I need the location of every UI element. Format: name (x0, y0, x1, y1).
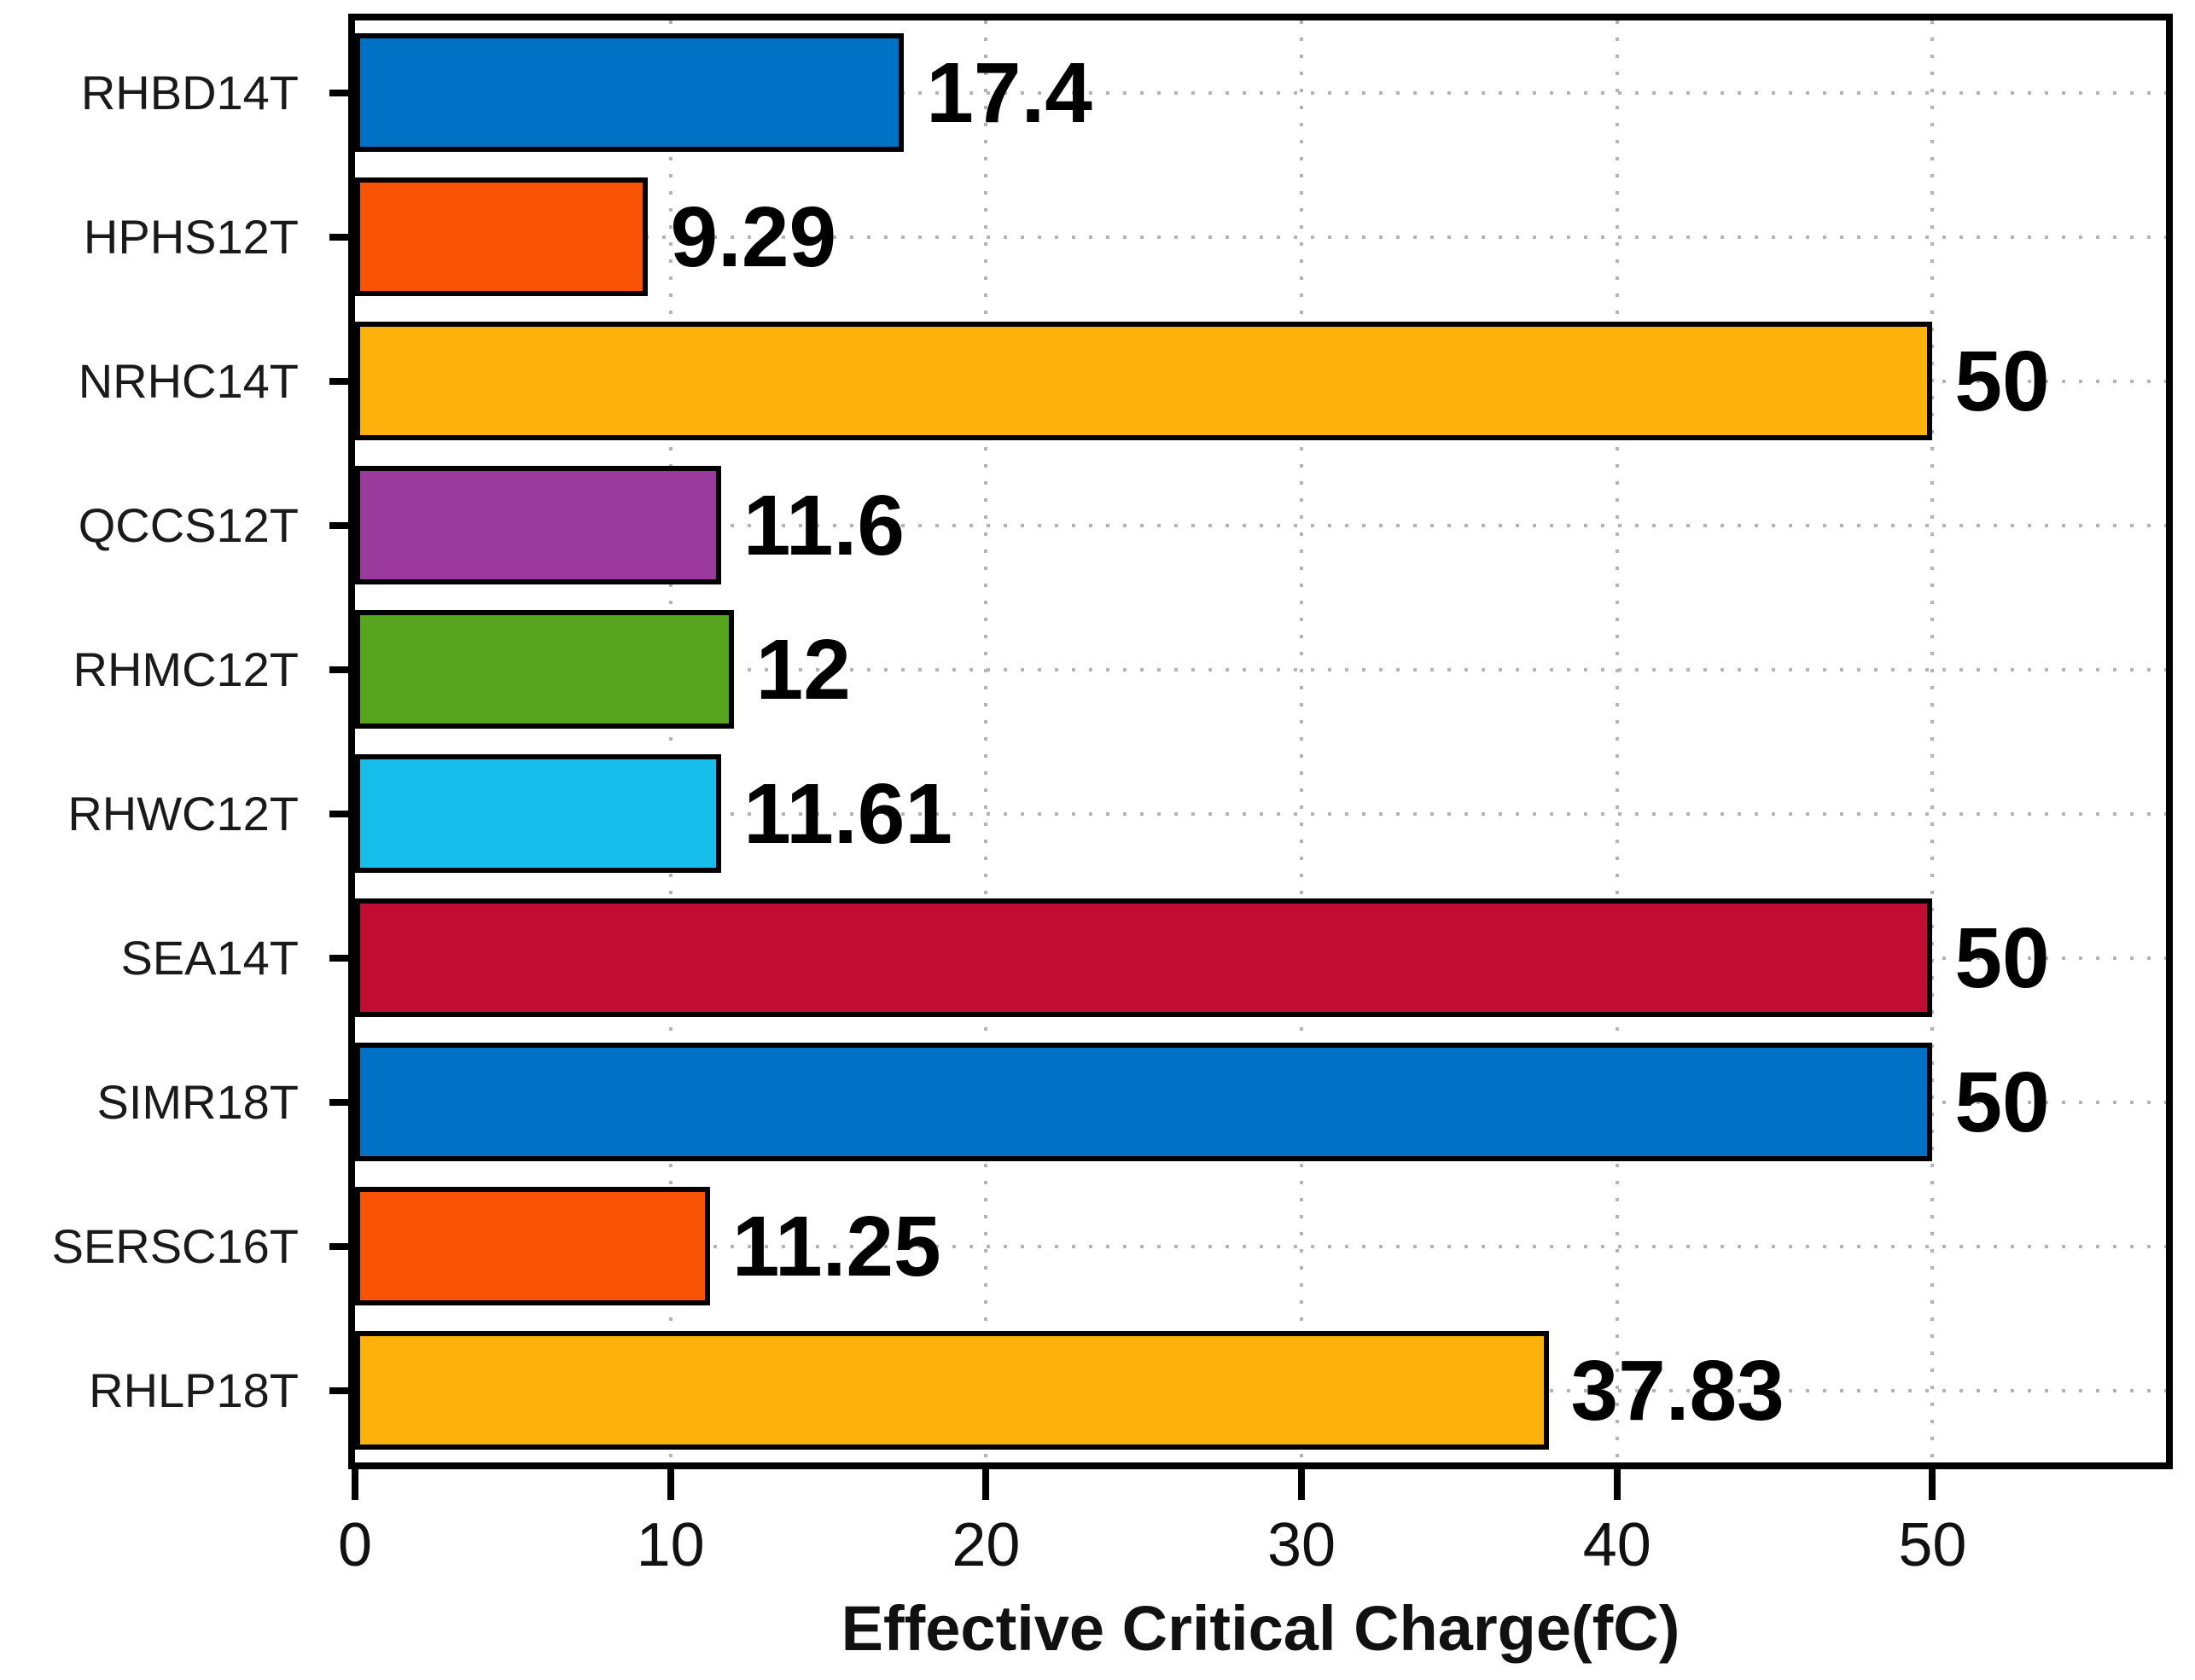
x-tick-mark (667, 1468, 674, 1500)
bar (355, 466, 721, 584)
category-label: RHLP18T (89, 1363, 299, 1417)
x-tick-label: 50 (1898, 1511, 1967, 1579)
y-tick-mark (329, 1386, 355, 1394)
horizontal-gridline (355, 235, 2166, 239)
y-tick-mark (329, 810, 355, 817)
bar-value-label: 50 (1954, 333, 2050, 429)
horizontal-gridline (355, 667, 2166, 671)
bar-value-label: 12 (755, 621, 851, 718)
category-label: HPHS12T (83, 209, 299, 264)
x-tick-mark (1929, 1468, 1936, 1500)
horizontal-gridline (355, 1244, 2166, 1248)
y-tick-mark (329, 1242, 355, 1250)
y-tick-mark (329, 89, 355, 96)
category-label: QCCS12T (78, 497, 299, 552)
bar-value-label: 17.4 (926, 44, 1092, 141)
category-label: NRHC14T (78, 353, 299, 408)
bar (355, 322, 1933, 440)
bar-value-label: 11.25 (731, 1198, 941, 1294)
bar-value-label: 11.6 (742, 477, 905, 573)
category-label: RHBD14T (80, 65, 299, 119)
vertical-gridline (668, 20, 672, 1462)
x-tick-label: 0 (337, 1511, 373, 1579)
x-tick-label: 40 (1582, 1511, 1651, 1579)
bar (355, 754, 722, 873)
horizontal-gridline (355, 811, 2166, 816)
x-axis-title: Effective Critical Charge(fC) (841, 1593, 1680, 1664)
category-label: RHWC12T (67, 786, 299, 840)
category-label: SEA14T (120, 930, 299, 985)
bar-value-label: 37.83 (1570, 1342, 1785, 1439)
x-tick-mark (1613, 1468, 1621, 1500)
bar (355, 177, 649, 296)
x-tick-mark (352, 1468, 358, 1500)
x-tick-mark (1298, 1468, 1306, 1500)
vertical-gridline (1615, 20, 1619, 1462)
bar-value-label: 11.61 (743, 765, 952, 862)
vertical-gridline (1300, 20, 1304, 1462)
y-tick-mark (329, 521, 355, 529)
bar (355, 1043, 1933, 1161)
x-tick-label: 10 (636, 1511, 705, 1579)
bar (355, 33, 905, 152)
category-label: SIMR18T (96, 1074, 300, 1129)
horizontal-gridline (355, 90, 2166, 95)
y-tick-mark (329, 377, 355, 385)
horizontal-gridline (355, 523, 2166, 527)
category-label: SERSC16T (51, 1218, 299, 1273)
x-tick-label: 30 (1267, 1511, 1336, 1579)
bar (355, 898, 1933, 1017)
bar-value-label: 9.29 (670, 189, 837, 285)
y-tick-mark (329, 1098, 355, 1106)
y-tick-mark (329, 666, 355, 673)
bar-value-label: 50 (1954, 1054, 2050, 1150)
vertical-gridline (984, 20, 988, 1462)
y-tick-mark (329, 954, 355, 962)
bar-value-label: 50 (1954, 910, 2050, 1006)
bar (355, 1331, 1549, 1450)
bar (355, 1187, 710, 1305)
x-tick-mark (982, 1468, 990, 1500)
vertical-gridline (1930, 20, 1935, 1462)
bar (355, 610, 734, 729)
x-tick-label: 20 (952, 1511, 1021, 1579)
category-label: RHMC12T (73, 642, 299, 696)
y-tick-mark (329, 233, 355, 241)
